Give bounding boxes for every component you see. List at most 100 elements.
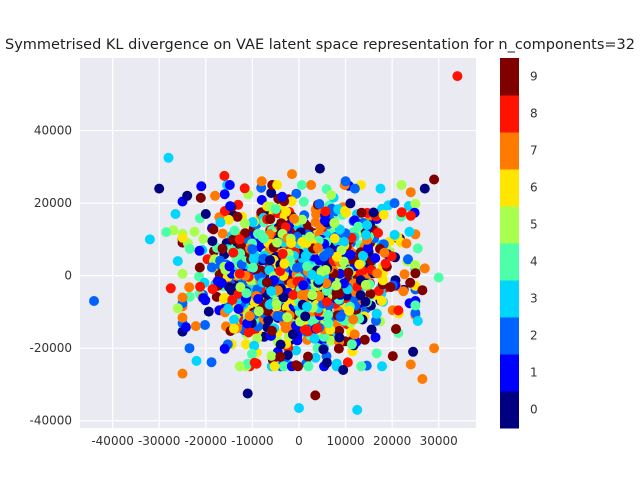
colorbar-segment — [500, 95, 519, 133]
data-point — [247, 217, 258, 228]
data-point — [272, 237, 283, 248]
data-point — [270, 204, 281, 215]
data-point — [182, 190, 193, 201]
data-point — [345, 249, 356, 260]
data-point — [177, 368, 188, 379]
data-point — [225, 201, 236, 212]
data-point — [224, 282, 235, 293]
data-point — [247, 244, 258, 255]
data-point — [366, 324, 377, 335]
data-point — [344, 305, 355, 316]
data-point — [223, 214, 234, 225]
data-point — [172, 256, 183, 267]
data-point — [360, 279, 371, 290]
data-point — [405, 359, 416, 370]
data-point — [200, 320, 210, 330]
data-point — [292, 262, 303, 273]
data-point — [372, 268, 383, 279]
data-point — [408, 346, 419, 357]
data-point — [303, 361, 314, 372]
data-point — [244, 311, 255, 322]
data-point — [313, 242, 323, 253]
data-point — [208, 224, 219, 235]
data-point — [334, 332, 345, 343]
data-point — [310, 352, 321, 363]
data-point — [356, 207, 367, 218]
data-point — [286, 196, 297, 207]
data-point — [302, 261, 313, 272]
data-point — [371, 308, 382, 319]
data-point — [304, 231, 315, 242]
data-point — [345, 198, 356, 209]
y-tick-label: -40000 — [29, 414, 72, 428]
colorbar-segment — [500, 280, 519, 318]
data-point — [277, 191, 288, 202]
data-point — [341, 207, 351, 218]
data-point — [184, 343, 195, 354]
data-point — [298, 280, 309, 291]
data-point — [359, 334, 370, 345]
data-point — [281, 206, 292, 217]
data-point — [299, 324, 310, 335]
data-point — [279, 258, 290, 269]
y-tick-label: 40000 — [34, 124, 72, 138]
data-point — [297, 214, 308, 225]
data-point — [253, 294, 264, 304]
data-point — [269, 361, 280, 372]
x-tick-label: -10000 — [231, 434, 274, 448]
data-point — [410, 198, 421, 209]
y-tick-label: 20000 — [34, 196, 72, 210]
data-point — [266, 350, 277, 361]
data-point — [241, 339, 251, 350]
data-point — [249, 340, 260, 351]
data-point — [314, 274, 324, 285]
data-point — [379, 247, 390, 258]
data-point — [314, 163, 325, 174]
data-point — [234, 361, 245, 372]
data-point — [243, 327, 254, 338]
data-point — [263, 315, 274, 325]
data-point — [216, 278, 227, 288]
x-tick-label: 20000 — [373, 434, 411, 448]
data-point — [410, 300, 421, 311]
data-point — [239, 218, 250, 229]
colorbar-label: 6 — [530, 181, 538, 195]
data-point — [321, 357, 332, 368]
data-point — [217, 228, 228, 239]
data-point — [184, 291, 195, 302]
data-point — [353, 221, 364, 232]
data-point — [266, 188, 277, 198]
colorbar-label: 2 — [530, 329, 538, 343]
colorbar-label: 8 — [530, 107, 538, 121]
data-point — [180, 322, 191, 333]
data-point — [203, 306, 214, 317]
data-point — [287, 329, 298, 340]
data-point — [265, 214, 276, 225]
colorbar-segment — [500, 391, 519, 429]
x-tick-label: 10000 — [326, 434, 364, 448]
data-point — [311, 209, 322, 220]
data-point — [433, 272, 444, 283]
colorbar-label: 4 — [530, 255, 538, 269]
data-point — [385, 282, 396, 293]
data-point — [339, 236, 350, 247]
data-point — [326, 190, 337, 200]
data-point — [403, 254, 413, 265]
colorbar-labels: 0 1 2 3 4 5 6 7 8 9 — [530, 70, 538, 417]
colorbar-label: 5 — [530, 218, 538, 232]
data-point — [329, 233, 340, 244]
data-point — [190, 321, 201, 332]
data-point — [242, 388, 253, 399]
data-point — [303, 351, 313, 362]
data-point — [323, 318, 334, 329]
data-point — [417, 374, 428, 384]
data-point — [320, 265, 331, 275]
data-point — [356, 361, 367, 372]
data-point — [223, 303, 234, 314]
data-point — [288, 290, 299, 300]
data-point — [215, 217, 226, 228]
data-point — [165, 283, 176, 294]
data-point — [429, 174, 440, 185]
data-point — [277, 248, 288, 259]
data-point — [172, 303, 183, 314]
